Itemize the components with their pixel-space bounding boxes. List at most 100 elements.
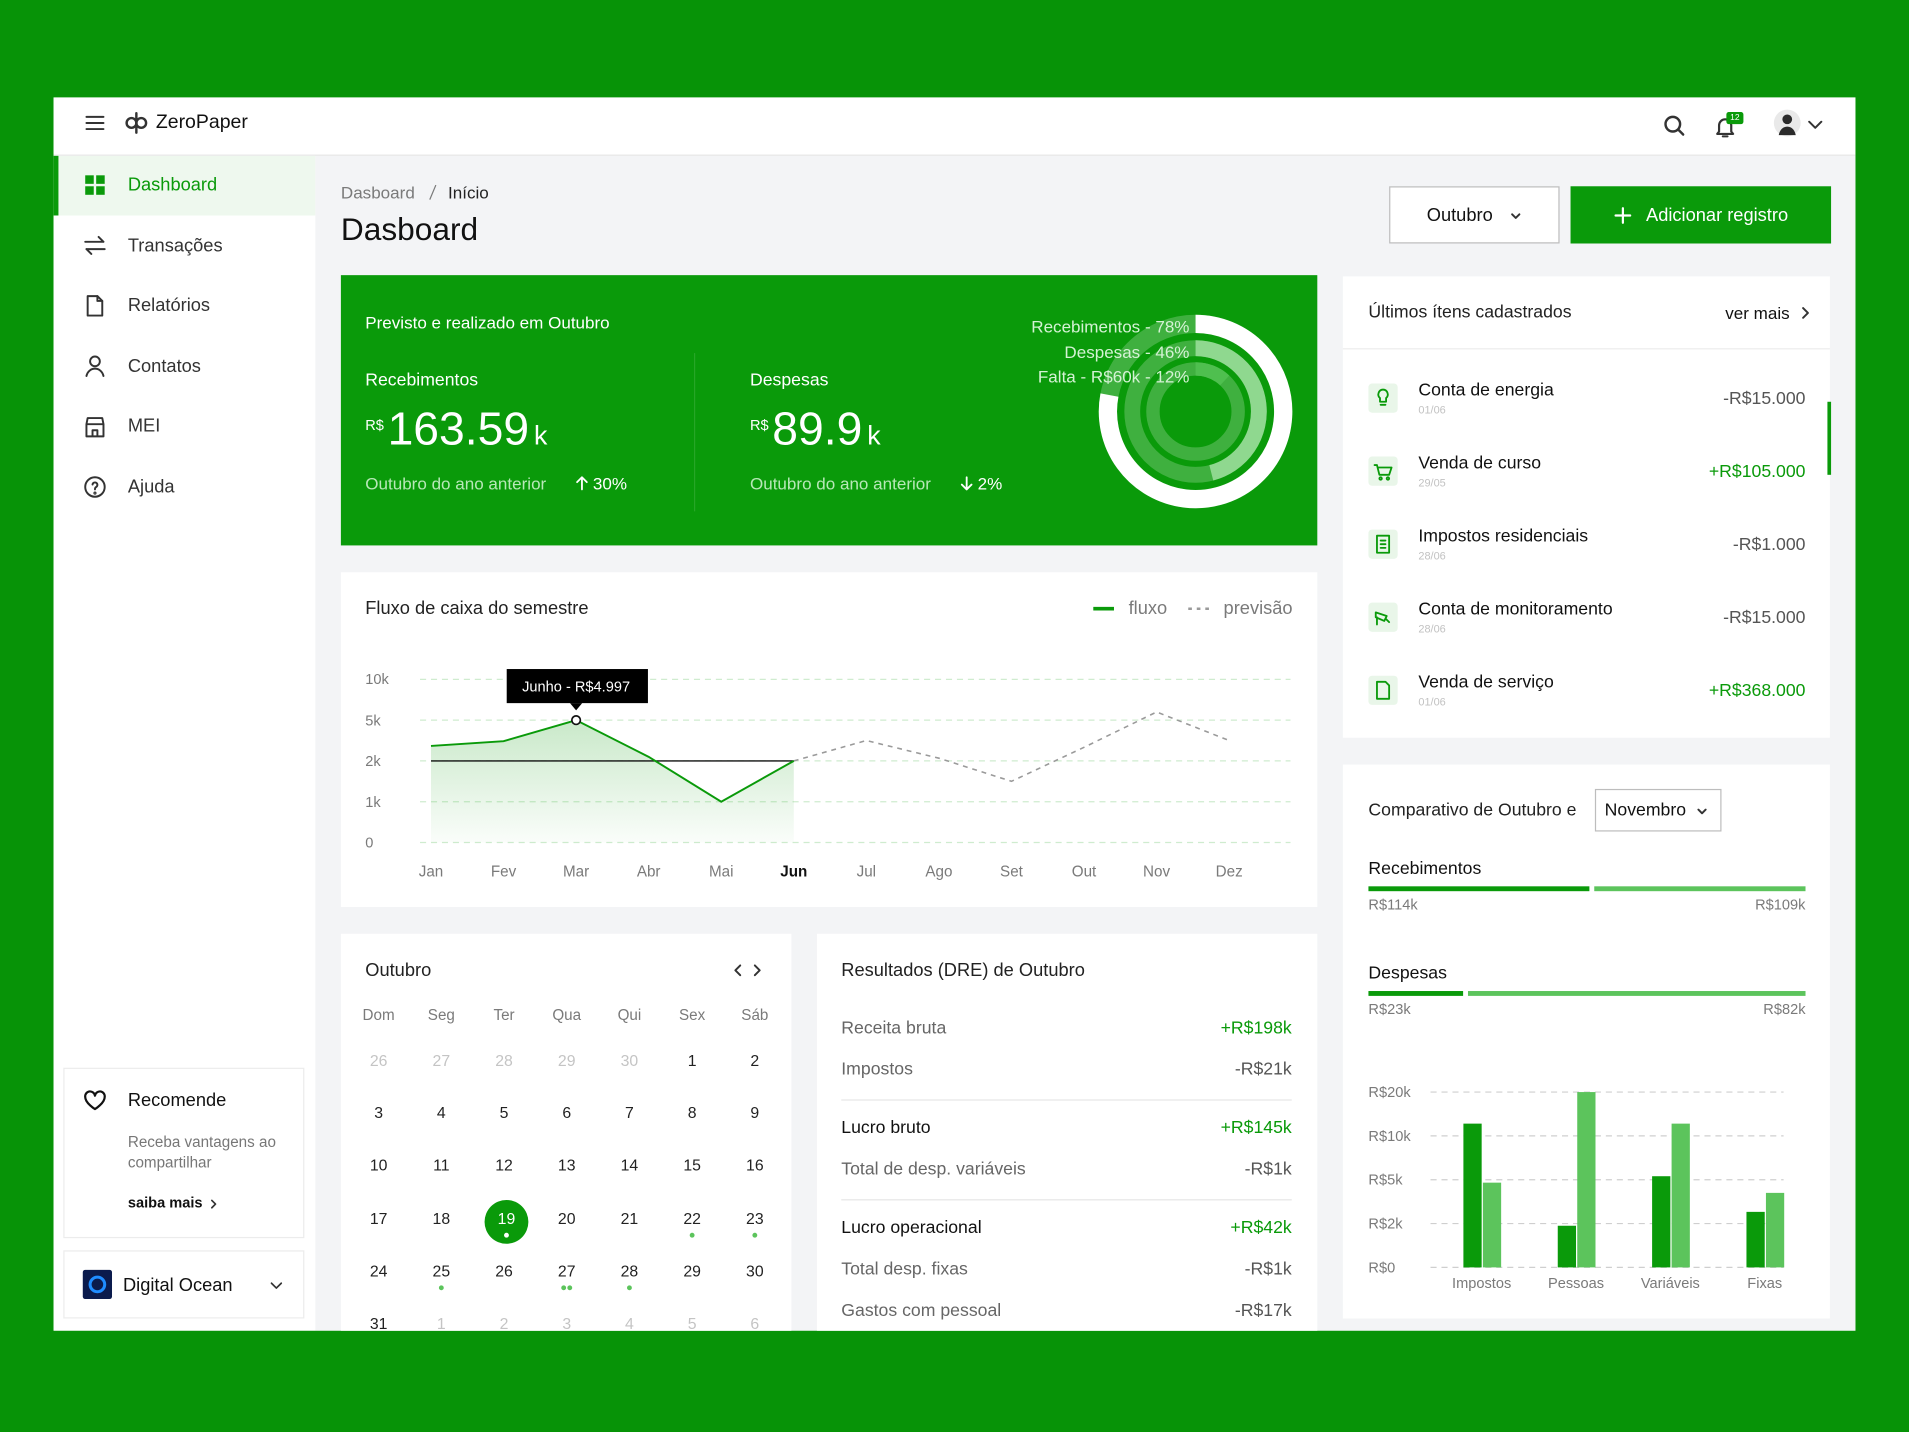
recent-more[interactable]: ver mais: [1725, 303, 1790, 323]
item-date: 29/05: [1418, 476, 1446, 489]
nav-item[interactable]: MEI: [127, 416, 161, 437]
dre-value: -R$1k: [1244, 1159, 1292, 1180]
y-tick-label: R$5k: [1368, 1171, 1403, 1189]
calendar-day[interactable]: 13: [557, 1156, 576, 1175]
total-name: Despesas: [1368, 963, 1447, 984]
total-label: R$109k: [1755, 896, 1806, 914]
total-name: Recebimentos: [1368, 859, 1482, 879]
ring-label: Despesas - 46%: [1064, 341, 1190, 361]
calendar-day[interactable]: 6: [562, 1103, 572, 1123]
calendar-day[interactable]: 26: [495, 1261, 513, 1280]
calendar-day[interactable]: 31: [369, 1314, 388, 1331]
calendar-day: 6: [750, 1314, 760, 1331]
calendar-day[interactable]: 27: [557, 1261, 576, 1280]
notification-count: 12: [1730, 113, 1740, 123]
nav-item[interactable]: Ajuda: [127, 476, 175, 498]
x-tick-label: Jul: [856, 862, 877, 880]
item-amount: -R$15.000: [1723, 608, 1806, 628]
calendar-day[interactable]: 15: [683, 1156, 701, 1175]
nav-item[interactable]: Relatórios: [127, 295, 211, 317]
summary-title: Previsto e realizado em Outubro: [365, 312, 610, 333]
dre-value: -R$1k: [1244, 1259, 1292, 1280]
breadcrumb-current: Início: [448, 182, 489, 203]
calendar-day[interactable]: 9: [750, 1103, 760, 1123]
comparison-select-label[interactable]: Novembro: [1604, 800, 1687, 821]
add-button[interactable]: [1570, 186, 1832, 244]
item-date: 28/06: [1418, 549, 1446, 562]
summary-currency: R$: [365, 416, 384, 434]
calendar-day[interactable]: 22: [683, 1209, 701, 1228]
calendar-day[interactable]: 25: [432, 1261, 451, 1280]
calendar-day[interactable]: 3: [374, 1103, 384, 1123]
calendar-day[interactable]: 11: [433, 1156, 450, 1175]
y-tick-label: 10k: [365, 670, 389, 688]
item-amount: -R$1.000: [1732, 535, 1806, 555]
nav-item[interactable]: Dashboard: [127, 174, 218, 196]
calendar-day[interactable]: 18: [432, 1209, 451, 1228]
calendar-day: 4: [625, 1314, 634, 1331]
recent-scrollbar: [1827, 401, 1832, 475]
x-tick-label: Mai: [708, 862, 734, 880]
y-tick-label: R$10k: [1368, 1127, 1411, 1145]
calendar-day[interactable]: 21: [620, 1209, 639, 1228]
calendar-day[interactable]: 24: [369, 1261, 388, 1280]
recommend-link[interactable]: saiba mais: [127, 1194, 203, 1212]
item-date: 28/06: [1418, 622, 1446, 635]
x-tick-label: Jan: [418, 862, 444, 880]
nav-item[interactable]: Contatos: [127, 355, 201, 377]
calendar-day[interactable]: 5: [499, 1103, 509, 1123]
nav-item[interactable]: Transações: [127, 235, 223, 256]
summary-amount: 163.59: [387, 404, 530, 456]
calendar-day: 28: [495, 1051, 513, 1070]
summary-value: R$ 163.59 k: [365, 407, 547, 453]
breadcrumb-item[interactable]: Dasboard: [340, 182, 415, 203]
recent-card: [1342, 276, 1830, 738]
cashflow-card: [340, 572, 1318, 908]
weekday: Seg: [427, 1006, 455, 1024]
item-name: Venda de curso: [1418, 453, 1542, 474]
y-tick-label: R$20k: [1368, 1083, 1411, 1101]
recommend-title: Recomende: [127, 1090, 227, 1111]
calendar-day[interactable]: 30: [746, 1261, 764, 1280]
calendar-day[interactable]: 17: [369, 1209, 388, 1228]
dre-value: +R$145k: [1220, 1118, 1292, 1139]
item-name: Venda de serviço: [1418, 672, 1554, 693]
calendar-day[interactable]: 14: [620, 1156, 639, 1175]
calendar-day[interactable]: 8: [687, 1103, 697, 1123]
calendar-day[interactable]: 7: [625, 1103, 634, 1123]
dre-value: -R$17k: [1234, 1301, 1292, 1321]
x-tick-label: Impostos: [1452, 1274, 1512, 1292]
calendar-day[interactable]: 29: [683, 1261, 701, 1280]
item-amount: +R$105.000: [1708, 462, 1806, 482]
calendar-day: 2: [499, 1314, 509, 1331]
calendar-day[interactable]: 2: [750, 1051, 760, 1070]
dre-label: Impostos: [841, 1060, 913, 1080]
summary-divider: [693, 353, 696, 512]
weekday: Qui: [617, 1006, 642, 1024]
calendar-day[interactable]: 10: [369, 1156, 388, 1175]
calendar-day[interactable]: 16: [746, 1156, 764, 1175]
calendar-day[interactable]: 28: [620, 1261, 639, 1280]
calendar-day: 29: [557, 1051, 576, 1070]
month-button[interactable]: [1389, 186, 1560, 244]
dre-label: Lucro bruto: [841, 1118, 931, 1139]
calendar-day[interactable]: 12: [495, 1156, 513, 1175]
summary-change: 2%: [977, 473, 1003, 494]
org-select[interactable]: [63, 1250, 305, 1319]
item-name: Conta de monitoramento: [1418, 599, 1613, 620]
x-tick-label: Set: [1000, 862, 1023, 880]
calendar-day[interactable]: 4: [436, 1103, 446, 1123]
summary-compare: Outubro do ano anterior: [365, 473, 547, 494]
calendar-day[interactable]: 20: [557, 1209, 576, 1228]
calendar-day: 3: [562, 1314, 572, 1331]
summary-compare: Outubro do ano anterior: [749, 473, 931, 494]
recommend-card: [63, 1067, 305, 1239]
calendar-day: 26: [369, 1051, 388, 1070]
calendar-day[interactable]: 1: [687, 1051, 697, 1070]
x-tick-label: Fixas: [1747, 1274, 1783, 1292]
calendar-day[interactable]: 23: [746, 1209, 764, 1228]
dre-label: Gastos com pessoal: [841, 1301, 1002, 1321]
calendar-day[interactable]: 19: [497, 1209, 516, 1228]
calendar-day: 27: [432, 1051, 451, 1070]
